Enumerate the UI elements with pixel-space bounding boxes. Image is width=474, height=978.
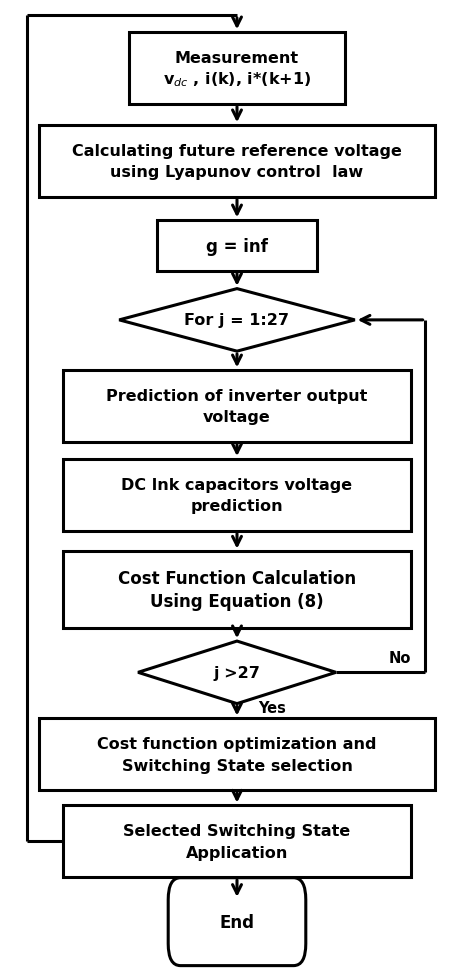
FancyBboxPatch shape [168,878,306,965]
Text: No: No [388,650,411,666]
Text: End: End [219,912,255,931]
Text: Prediction of inverter output: Prediction of inverter output [106,388,368,403]
Text: voltage: voltage [203,410,271,424]
Text: v$_{dc}$ , i(k), i*(k+1): v$_{dc}$ , i(k), i*(k+1) [163,70,311,89]
Text: For j = 1:27: For j = 1:27 [184,313,290,328]
Text: Calculating future reference voltage: Calculating future reference voltage [72,144,402,158]
Polygon shape [138,642,336,704]
Text: Using Equation (8): Using Equation (8) [150,593,324,610]
FancyBboxPatch shape [63,806,411,877]
Text: Selected Switching State: Selected Switching State [123,823,351,838]
Text: Yes: Yes [258,700,286,716]
Text: Application: Application [186,845,288,860]
FancyBboxPatch shape [128,33,346,105]
FancyBboxPatch shape [63,371,411,443]
FancyBboxPatch shape [39,126,435,198]
FancyBboxPatch shape [63,460,411,531]
FancyBboxPatch shape [39,719,435,790]
Text: using Lyapunov control  law: using Lyapunov control law [110,165,364,180]
Polygon shape [119,289,355,352]
Text: Measurement: Measurement [175,51,299,66]
Text: DC lnk capacitors voltage: DC lnk capacitors voltage [121,477,353,492]
FancyBboxPatch shape [157,221,317,272]
Text: j >27: j >27 [214,665,260,680]
FancyBboxPatch shape [63,552,411,628]
Text: Cost function optimization and: Cost function optimization and [97,736,377,751]
Text: Switching State selection: Switching State selection [121,758,353,773]
Text: Cost Function Calculation: Cost Function Calculation [118,569,356,588]
Text: g = inf: g = inf [206,238,268,255]
Text: prediction: prediction [191,499,283,513]
